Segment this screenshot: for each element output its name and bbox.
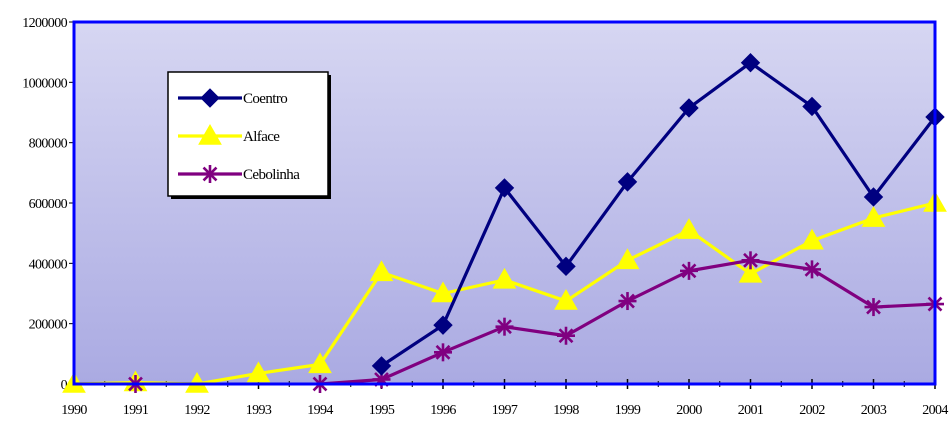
x-tick-label: 2000 [676, 403, 702, 418]
data-point [556, 256, 576, 277]
data-point [246, 361, 271, 383]
data-point [369, 260, 394, 282]
asterisk-stroke [681, 263, 697, 279]
data-point [200, 88, 220, 108]
x-tick-label: 1999 [615, 403, 641, 418]
x-tick-label: 1992 [184, 403, 210, 418]
data-point [431, 281, 455, 303]
asterisk-stroke [202, 166, 218, 182]
y-tick-label: 0 [61, 378, 68, 393]
data-point [741, 251, 760, 270]
data-point [617, 172, 638, 192]
series-cebolinha [126, 251, 944, 393]
y-tick-label: 1200000 [22, 16, 67, 31]
asterisk-stroke [866, 299, 881, 315]
asterisk-stroke [435, 344, 451, 360]
asterisk-stroke [497, 319, 512, 335]
data-point [738, 261, 763, 283]
data-point [201, 165, 219, 183]
data-point [615, 248, 640, 270]
legend-label: Alface [243, 129, 280, 145]
series-layer [62, 53, 947, 393]
y-tick-label: 800000 [29, 137, 68, 152]
asterisk-stroke [620, 293, 635, 309]
plot-frame [72, 20, 937, 386]
y-tick-label: 400000 [29, 257, 68, 272]
x-tick-label: 1998 [553, 403, 579, 418]
legend-item-cebolinha: Cebolinha [178, 165, 301, 183]
data-point [557, 326, 575, 345]
data-point [308, 352, 332, 374]
x-tick-label: 2004 [922, 403, 948, 418]
data-point [554, 289, 578, 310]
data-point [198, 123, 222, 145]
data-point [433, 315, 453, 335]
asterisk-stroke [743, 252, 758, 268]
data-point [677, 218, 701, 239]
x-tick-label: 2002 [799, 403, 825, 418]
x-tick-label: 1991 [123, 403, 149, 418]
data-point [434, 343, 452, 362]
data-point [740, 53, 761, 73]
y-tick-label: 600000 [29, 197, 68, 212]
legend-label: Cebolinha [243, 167, 300, 183]
x-tick-label: 2003 [861, 403, 887, 418]
asterisk-stroke [804, 261, 820, 277]
data-point [802, 96, 822, 117]
legend-label: Coentro [243, 91, 287, 107]
x-tick-label: 2001 [738, 403, 764, 418]
data-point [863, 187, 884, 207]
y-tick-label: 200000 [29, 318, 68, 333]
data-point [492, 267, 517, 289]
series-alface [62, 190, 947, 393]
data-point [371, 356, 392, 376]
data-point [800, 228, 824, 250]
series-line [380, 61, 937, 368]
data-point [803, 260, 821, 279]
asterisk-stroke [558, 328, 574, 344]
x-tick-label: 1990 [61, 403, 87, 418]
x-tick-label: 1995 [369, 403, 395, 418]
data-point [679, 98, 699, 118]
legend-item-coentro: Coentro [178, 88, 288, 108]
x-tick-label: 1996 [430, 403, 456, 418]
data-point [680, 261, 698, 280]
legend: Coentro Alface Cebolinha [167, 71, 331, 199]
y-axis: 0 200000 400000 600000 800000 1000000 1200000 [22, 16, 74, 393]
x-tick-label: 1993 [246, 403, 272, 418]
data-point [864, 298, 883, 317]
y-tick-label: 1000000 [22, 76, 67, 91]
series-coentro [371, 53, 945, 376]
data-point [495, 317, 514, 336]
data-point [618, 292, 637, 311]
x-tick-label: 1994 [307, 403, 333, 418]
legend-item-alface: Alface [178, 123, 281, 145]
data-point [861, 206, 886, 227]
x-tick-label: 1997 [492, 403, 518, 418]
data-point [494, 178, 515, 198]
